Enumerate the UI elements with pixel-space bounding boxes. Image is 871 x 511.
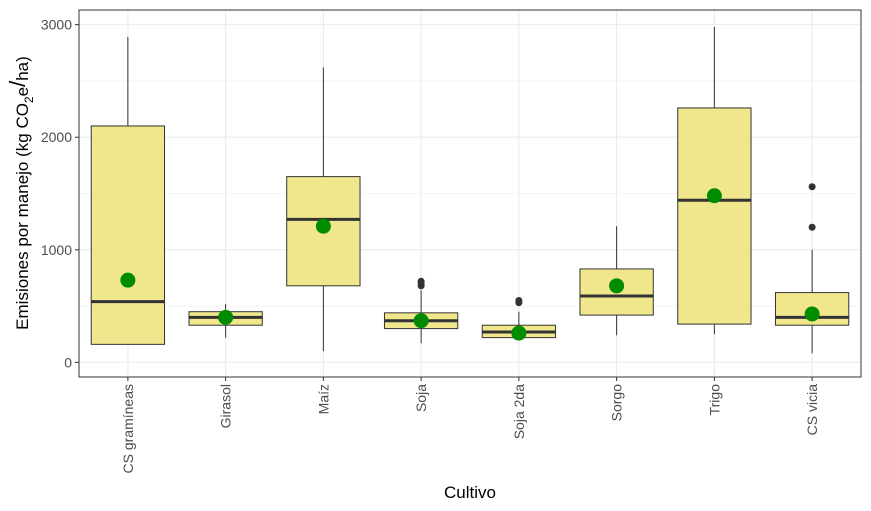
mean-point <box>804 306 820 322</box>
y-tick-label: 0 <box>64 354 72 370</box>
mean-point <box>413 313 429 329</box>
y-tick-label: 3000 <box>41 17 72 33</box>
mean-point <box>706 188 722 204</box>
outlier-point <box>417 277 425 285</box>
y-axis-title: Emisiones por manejo (kg CO2e/ha) <box>5 56 36 330</box>
x-axis-title: Cultivo <box>444 483 496 502</box>
box-group <box>774 183 850 354</box>
x-tick-label: Girasol <box>218 384 234 428</box>
box-series <box>90 26 850 354</box>
box-group <box>383 277 459 344</box>
y-tick-label: 2000 <box>41 129 72 145</box>
y-axis-title-prefix: Emisiones por manejo (kg CO <box>13 103 32 330</box>
y-axis-title-unit: ha <box>13 61 32 80</box>
box-group <box>481 296 557 341</box>
y-tick-label: 1000 <box>41 242 72 258</box>
x-tick-label: Maíz <box>315 384 331 414</box>
box <box>90 125 166 345</box>
box-group <box>188 303 263 338</box>
y-axis-title-slash: / <box>5 80 30 87</box>
x-tick-label: Trigo <box>706 384 722 416</box>
x-tick-label: Soja 2da <box>511 384 527 439</box>
y-axis-title-close: ) <box>13 56 32 62</box>
box-group <box>579 226 654 336</box>
x-axis: CS gramíneas Girasol Maíz Soja Soja 2da Sorgo… <box>120 377 820 473</box>
x-tick-label: CS gramíneas <box>120 384 136 473</box>
outlier-point <box>515 296 523 304</box>
mean-point <box>511 325 527 341</box>
outlier-point <box>808 223 816 231</box>
outlier-point <box>808 183 816 191</box>
x-tick-label: Sorgo <box>609 384 625 422</box>
mean-point <box>218 309 234 325</box>
mean-point <box>609 278 625 294</box>
box-group <box>286 67 361 352</box>
y-axis-title-subscript: 2 <box>22 96 36 103</box>
y-axis-title-suffix: e <box>13 87 32 96</box>
box <box>677 107 752 325</box>
y-axis: 0 1000 2000 3000 <box>41 17 79 370</box>
box-group <box>90 37 166 345</box>
plot-panel-border <box>78 9 862 378</box>
x-tick-label: CS vicia <box>804 384 820 436</box>
x-tick-label: Soja <box>413 384 429 412</box>
box-group <box>677 26 752 335</box>
mean-point <box>120 272 136 288</box>
mean-point <box>315 218 331 234</box>
